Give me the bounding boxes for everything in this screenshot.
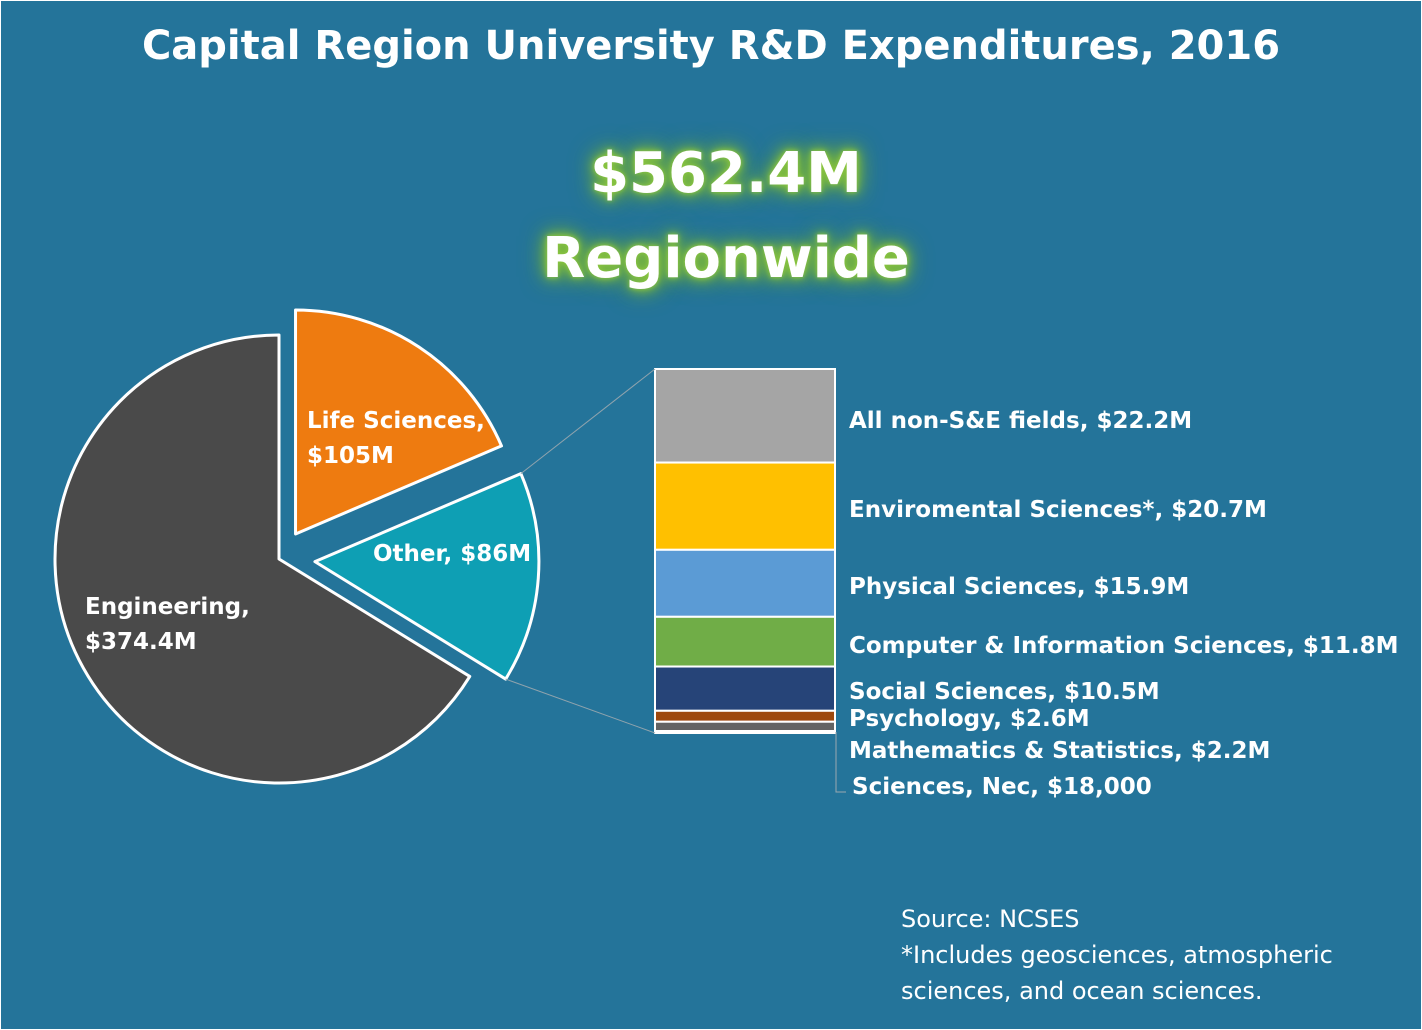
connector-line-top bbox=[520, 368, 656, 475]
bar-label-all-non-s-e-fields-22-2m: All non-S&E fields, $22.2M bbox=[849, 408, 1192, 434]
bar-label-computer-information-sciences-11-8m: Computer & Information Sciences, $11.8M bbox=[849, 633, 1398, 659]
pie-label-life-sciences-value: $105M bbox=[307, 443, 394, 469]
chart-title: Capital Region University R&D Expenditur… bbox=[141, 23, 1281, 69]
bar-segment-physical-sciences-15-9m bbox=[654, 548, 836, 618]
bar-segment-enviromental-sciences-20-7m bbox=[654, 461, 836, 551]
pie-label-life-sciences: Life Sciences, bbox=[307, 408, 485, 434]
definition-note-line-2: sciences, and ocean sciences. bbox=[901, 977, 1263, 1005]
source-note: Source: NCSES bbox=[901, 905, 1080, 933]
bar-segment-psychology-2-6m bbox=[654, 709, 836, 723]
pie-slice-other-86m bbox=[313, 472, 541, 681]
bar-label-enviromental-sciences-20-7m: Enviromental Sciences*, $20.7M bbox=[849, 497, 1267, 523]
bar-segment-computer-information-sciences-11-8m bbox=[654, 615, 836, 668]
total-scope: Regionwide bbox=[542, 226, 910, 291]
footnote: Source: NCSES *Includes geosciences, atm… bbox=[901, 901, 1401, 1009]
pie-label-other-86m: Other, $86M bbox=[373, 541, 531, 567]
bar-segment-social-sciences-10-5m bbox=[654, 665, 836, 712]
bar-label-mathematics-statistics-2-2m: Mathematics & Statistics, $2.2M bbox=[849, 738, 1270, 764]
pie-label-engineering: Engineering, bbox=[85, 594, 250, 620]
bar-label-psychology-2-6m: Psychology, $2.6M bbox=[849, 706, 1090, 732]
bar-leader-line bbox=[835, 732, 846, 793]
pie-slice-engineering bbox=[53, 333, 472, 785]
bar-label-physical-sciences-15-9m: Physical Sciences, $15.9M bbox=[849, 574, 1189, 600]
connector-line-bottom bbox=[505, 678, 656, 734]
bar-segment-all-non-s-e-fields-22-2m bbox=[654, 368, 836, 464]
bar-label-sciences-nec-18-000: Sciences, Nec, $18,000 bbox=[852, 774, 1152, 800]
pie-label-engineering-value: $374.4M bbox=[85, 629, 197, 655]
bar-label-social-sciences-10-5m: Social Sciences, $10.5M bbox=[849, 679, 1160, 705]
definition-note-line-1: *Includes geosciences, atmospheric bbox=[901, 941, 1333, 969]
total-amount: $562.4M bbox=[590, 141, 862, 206]
bar-segment-sciences-nec-18-000 bbox=[654, 730, 836, 734]
pie-slice-life-sciences bbox=[294, 308, 503, 536]
bar-segment-mathematics-statistics-2-2m bbox=[654, 720, 836, 733]
